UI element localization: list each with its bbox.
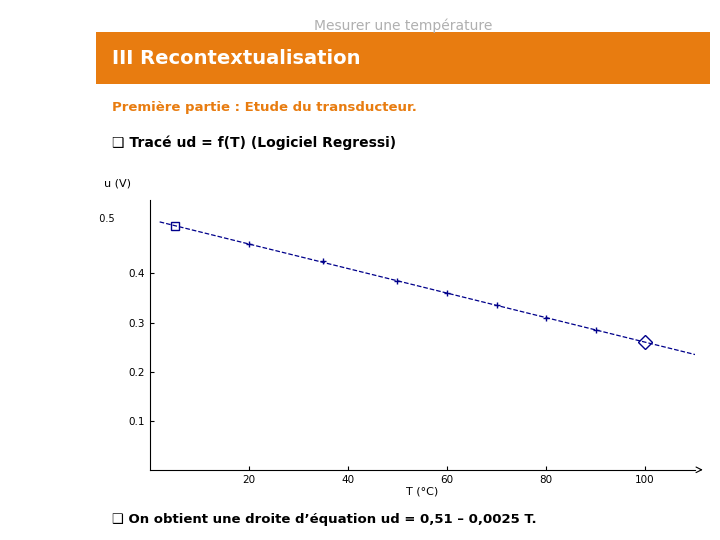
Text: Première partie : Etude du transducteur.: Première partie : Etude du transducteur.	[112, 102, 417, 114]
Text: III Recontextualisation: III Recontextualisation	[112, 49, 360, 68]
Text: ❑ Tracé ud = f(T) (Logiciel Regressi): ❑ Tracé ud = f(T) (Logiciel Regressi)	[112, 136, 396, 150]
Text: Mesurer une température: Mesurer une température	[314, 19, 492, 33]
Text: u (V): u (V)	[104, 179, 130, 189]
Text: 0.5: 0.5	[93, 214, 114, 225]
FancyBboxPatch shape	[96, 32, 711, 84]
Text: Mesures et instrumentation: Mesures et instrumentation	[36, 161, 50, 379]
Text: ❑ On obtient une droite d’équation ud = 0,51 – 0,0025 T.: ❑ On obtient une droite d’équation ud = …	[112, 513, 536, 526]
X-axis label: T (°C): T (°C)	[406, 486, 438, 496]
